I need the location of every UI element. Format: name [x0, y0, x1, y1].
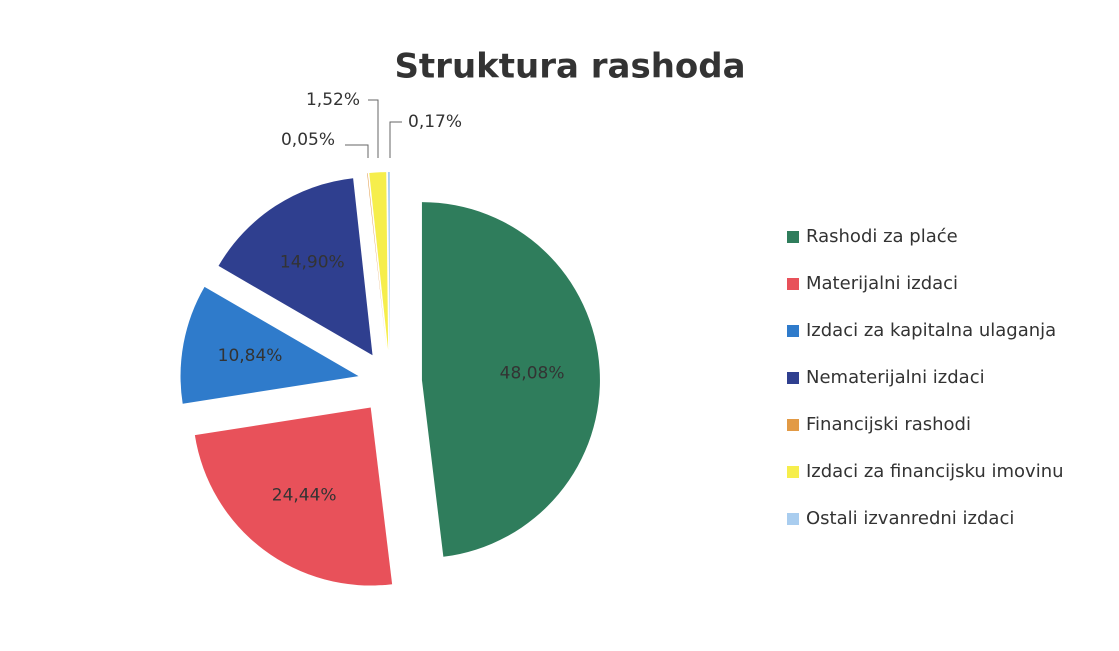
legend-label: Materijalni izdaci	[806, 273, 958, 294]
legend-swatch	[787, 466, 799, 478]
legend-label: Rashodi za plaće	[806, 226, 958, 247]
legend-swatch	[787, 231, 799, 243]
data-label: 24,44%	[272, 486, 337, 506]
leader-line	[389, 121, 402, 158]
legend-label: Izdaci za kapitalna ulaganja	[806, 320, 1056, 341]
leader-line	[345, 144, 369, 158]
chart-title: Struktura rashoda	[394, 47, 745, 87]
legend-swatch	[787, 278, 799, 290]
legend-label: Nematerijalni izdaci	[806, 367, 985, 388]
legend-swatch	[787, 325, 799, 337]
pie-slice	[367, 173, 387, 351]
pie-slice	[387, 172, 390, 351]
pie-slice	[421, 202, 600, 557]
data-label: 1,52%	[306, 90, 360, 110]
data-label: 14,90%	[280, 253, 345, 273]
pie-slice	[218, 178, 373, 356]
pie-slice	[180, 286, 359, 404]
data-label: 0,17%	[408, 112, 462, 132]
pie-slice	[369, 172, 389, 351]
data-label: 10,84%	[218, 346, 283, 366]
pie-slice	[194, 407, 393, 586]
legend-swatch	[787, 419, 799, 431]
legend-label: Financijski rashodi	[806, 414, 971, 435]
leader-line	[368, 99, 379, 158]
data-label: 48,08%	[500, 363, 565, 383]
legend-label: Ostali izvanredni izdaci	[806, 508, 1014, 529]
legend-label: Izdaci za financijsku imovinu	[806, 461, 1064, 482]
legend-swatch	[787, 372, 799, 384]
data-label: 0,05%	[281, 130, 335, 150]
legend-swatch	[787, 513, 799, 525]
